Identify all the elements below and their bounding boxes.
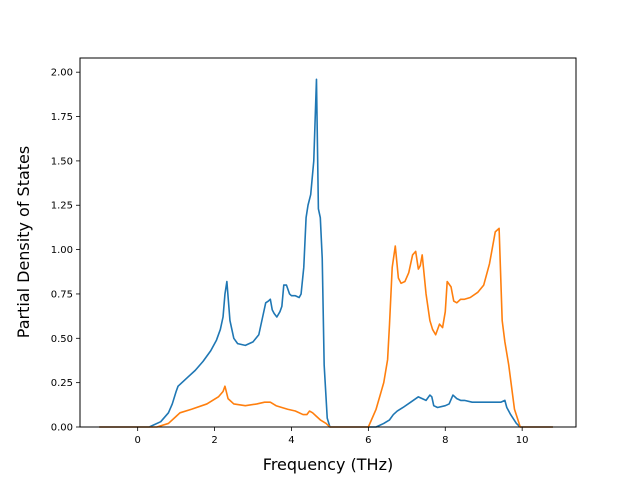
plot-area-frame (79, 57, 577, 428)
x-tick-label: 2 (211, 435, 217, 446)
y-tick-label: 2.00 (51, 68, 73, 79)
y-tick-label: 1.50 (51, 156, 73, 167)
series-line-2 (99, 227, 553, 428)
x-tick-label: 6 (365, 435, 371, 446)
x-tick-label: 4 (288, 435, 294, 446)
y-tick-label: 1.00 (51, 245, 73, 256)
x-tick-label: 8 (442, 435, 448, 446)
series-line-1 (99, 78, 553, 428)
y-tick-label: 0.75 (51, 289, 73, 300)
x-tick-label: 0 (134, 435, 140, 446)
y-tick-label: 0.00 (51, 423, 73, 434)
x-axis-ticks: 0 2 4 6 8 10 (134, 427, 529, 446)
y-axis-label: Partial Density of States (14, 146, 33, 338)
y-tick-label: 0.25 (51, 378, 73, 389)
x-tick-label: 10 (516, 435, 529, 446)
x-axis-label: Frequency (THz) (263, 455, 393, 474)
y-axis-ticks: 0.00 0.25 0.50 0.75 1.00 1.25 1.50 1.75 2.00 (51, 68, 80, 434)
y-tick-label: 1.75 (51, 112, 73, 123)
y-tick-label: 0.50 (51, 334, 73, 345)
y-tick-label: 1.25 (51, 201, 73, 212)
series-layer (99, 78, 553, 428)
